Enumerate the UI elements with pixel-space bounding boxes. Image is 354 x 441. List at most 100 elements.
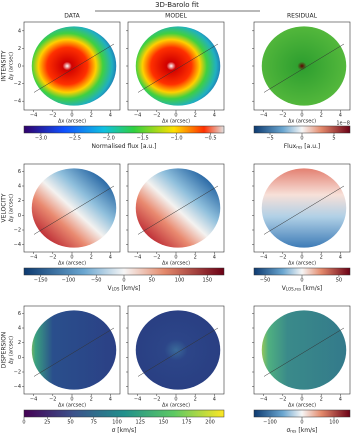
column-header: DATA <box>64 13 80 20</box>
kinematic-axis <box>33 327 115 377</box>
x-tick-label: 4 <box>339 255 342 261</box>
x-tick-label: 2 <box>90 113 93 119</box>
colorbar <box>23 267 225 276</box>
column-header: RESIDUAL <box>287 13 318 20</box>
map <box>31 168 117 248</box>
colorbar-label-unit: [km/s] <box>303 285 322 292</box>
map <box>135 168 221 248</box>
kinematic-axis <box>33 43 115 93</box>
colorbar-tick-label: −50 <box>260 278 271 284</box>
colorbar-tick-label: −50 <box>91 278 102 284</box>
colorbar-tick-label: 125 <box>136 420 146 426</box>
x-tick-label: −2 <box>279 255 286 261</box>
x-tick-label: 0 <box>174 113 177 119</box>
x-tick-label: 4 <box>339 113 342 119</box>
map <box>31 310 117 390</box>
x-tick-label: 0 <box>70 397 73 403</box>
x-axis-label: Δx (arcsec) <box>162 119 190 125</box>
kinematic-axis <box>137 185 219 235</box>
colorbar-tick-label: 150 <box>203 278 213 284</box>
x-tick-label: 0 <box>174 397 177 403</box>
x-tick-label: 4 <box>213 113 216 119</box>
y-tick-label: 0 <box>18 64 21 70</box>
colorbar-label: VLOS,res [km/s] <box>282 285 322 292</box>
x-tick-label: 0 <box>70 113 73 119</box>
x-tick-label: 0 <box>70 255 73 261</box>
x-axis-label: Δx (arcsec) <box>162 261 190 267</box>
kinematic-axis <box>263 327 345 377</box>
x-tick-label: −4 <box>260 113 267 119</box>
y-tick-label: −4 <box>14 384 21 390</box>
colorbar-label-sub: res <box>290 429 296 434</box>
colorbar-tick-label: 50 <box>336 278 342 284</box>
x-tick-label: 0 <box>300 113 303 119</box>
x-axis-label: Δx (arcsec) <box>288 403 316 409</box>
x-tick-label: −2 <box>49 113 56 119</box>
colorbar-offset: 1e−8 <box>336 121 350 127</box>
colorbar-tick-label: −1.0 <box>170 136 182 142</box>
x-tick-label: −4 <box>134 113 141 119</box>
colorbar-label-unit: [km/s] <box>121 285 140 292</box>
x-tick-label: 0 <box>300 397 303 403</box>
colorbar-tick-label: −3.0 <box>35 136 47 142</box>
map <box>135 26 221 106</box>
x-tick-label: 4 <box>213 255 216 261</box>
kinematic-axis <box>263 43 345 93</box>
colorbar-label-sub: LOS,res <box>286 287 301 292</box>
x-tick-label: −2 <box>49 255 56 261</box>
y-tick-label: 6 <box>18 311 21 317</box>
colorbar-tick-label: 75 <box>91 420 97 426</box>
x-tick-label: −4 <box>30 113 37 119</box>
x-tick-label: −4 <box>30 255 37 261</box>
colorbar-tick-label: 50 <box>149 278 155 284</box>
colorbar-tick-label: −100 <box>263 420 277 426</box>
x-tick-label: 2 <box>194 397 197 403</box>
x-tick-label: −2 <box>153 113 160 119</box>
y-tick-label: 2 <box>18 46 21 52</box>
y-tick-label: 0 <box>18 213 21 219</box>
colorbar-tick-label: −0.5 <box>204 136 216 142</box>
x-tick-label: 4 <box>109 397 112 403</box>
y-tick-label: 0 <box>18 355 21 361</box>
y-axis-label: Δy (arcsec) <box>9 194 15 222</box>
row-label: VELOCITY <box>1 193 8 222</box>
colorbar-label-sub: LOS <box>112 287 120 292</box>
colorbar-tick-label: −2.0 <box>103 136 115 142</box>
x-tick-label: 0 <box>174 255 177 261</box>
colorbar-label-unit: [km/s] <box>298 427 317 434</box>
colorbar-label-text: σ [km/s] <box>112 427 137 434</box>
colorbar <box>253 125 351 134</box>
colorbar-label-text: Flux <box>284 143 297 150</box>
x-tick-label: 2 <box>90 255 93 261</box>
x-tick-label: 4 <box>339 397 342 403</box>
x-tick-label: −2 <box>279 397 286 403</box>
y-axis-label: Δy (arcsec) <box>9 52 15 80</box>
colorbar-tick-label: 50 <box>67 420 73 426</box>
x-axis-label: Δx (arcsec) <box>288 119 316 125</box>
y-axis-label: Δy (arcsec) <box>9 336 15 364</box>
x-tick-label: 4 <box>109 113 112 119</box>
x-tick-label: −2 <box>279 113 286 119</box>
colorbar-label-text: σ <box>286 427 290 434</box>
colorbar-tick-label: 0 <box>122 278 125 284</box>
column-header: MODEL <box>165 13 187 20</box>
y-tick-label: −4 <box>14 99 21 105</box>
colorbar-label: Fluxres [a.u.] <box>284 143 321 150</box>
map <box>261 310 347 390</box>
y-tick-label: 2 <box>18 340 21 346</box>
colorbar <box>253 267 351 276</box>
x-tick-label: 2 <box>90 397 93 403</box>
y-tick-label: −2 <box>14 370 21 376</box>
colorbar <box>23 409 225 418</box>
x-tick-label: 4 <box>213 397 216 403</box>
y-tick-label: 2 <box>18 198 21 204</box>
colorbar-tick-label: 0 <box>300 420 303 426</box>
x-axis-label: Δx (arcsec) <box>58 403 86 409</box>
colorbar-label-sub: res <box>296 145 302 150</box>
colorbar-label-text: V <box>282 285 287 292</box>
colorbar-tick-label: 100 <box>175 278 185 284</box>
colorbar-tick-label: 25 <box>44 420 50 426</box>
x-axis-label: Δx (arcsec) <box>58 119 86 125</box>
colorbar-tick-label: −150 <box>34 278 48 284</box>
x-tick-label: −4 <box>260 397 267 403</box>
